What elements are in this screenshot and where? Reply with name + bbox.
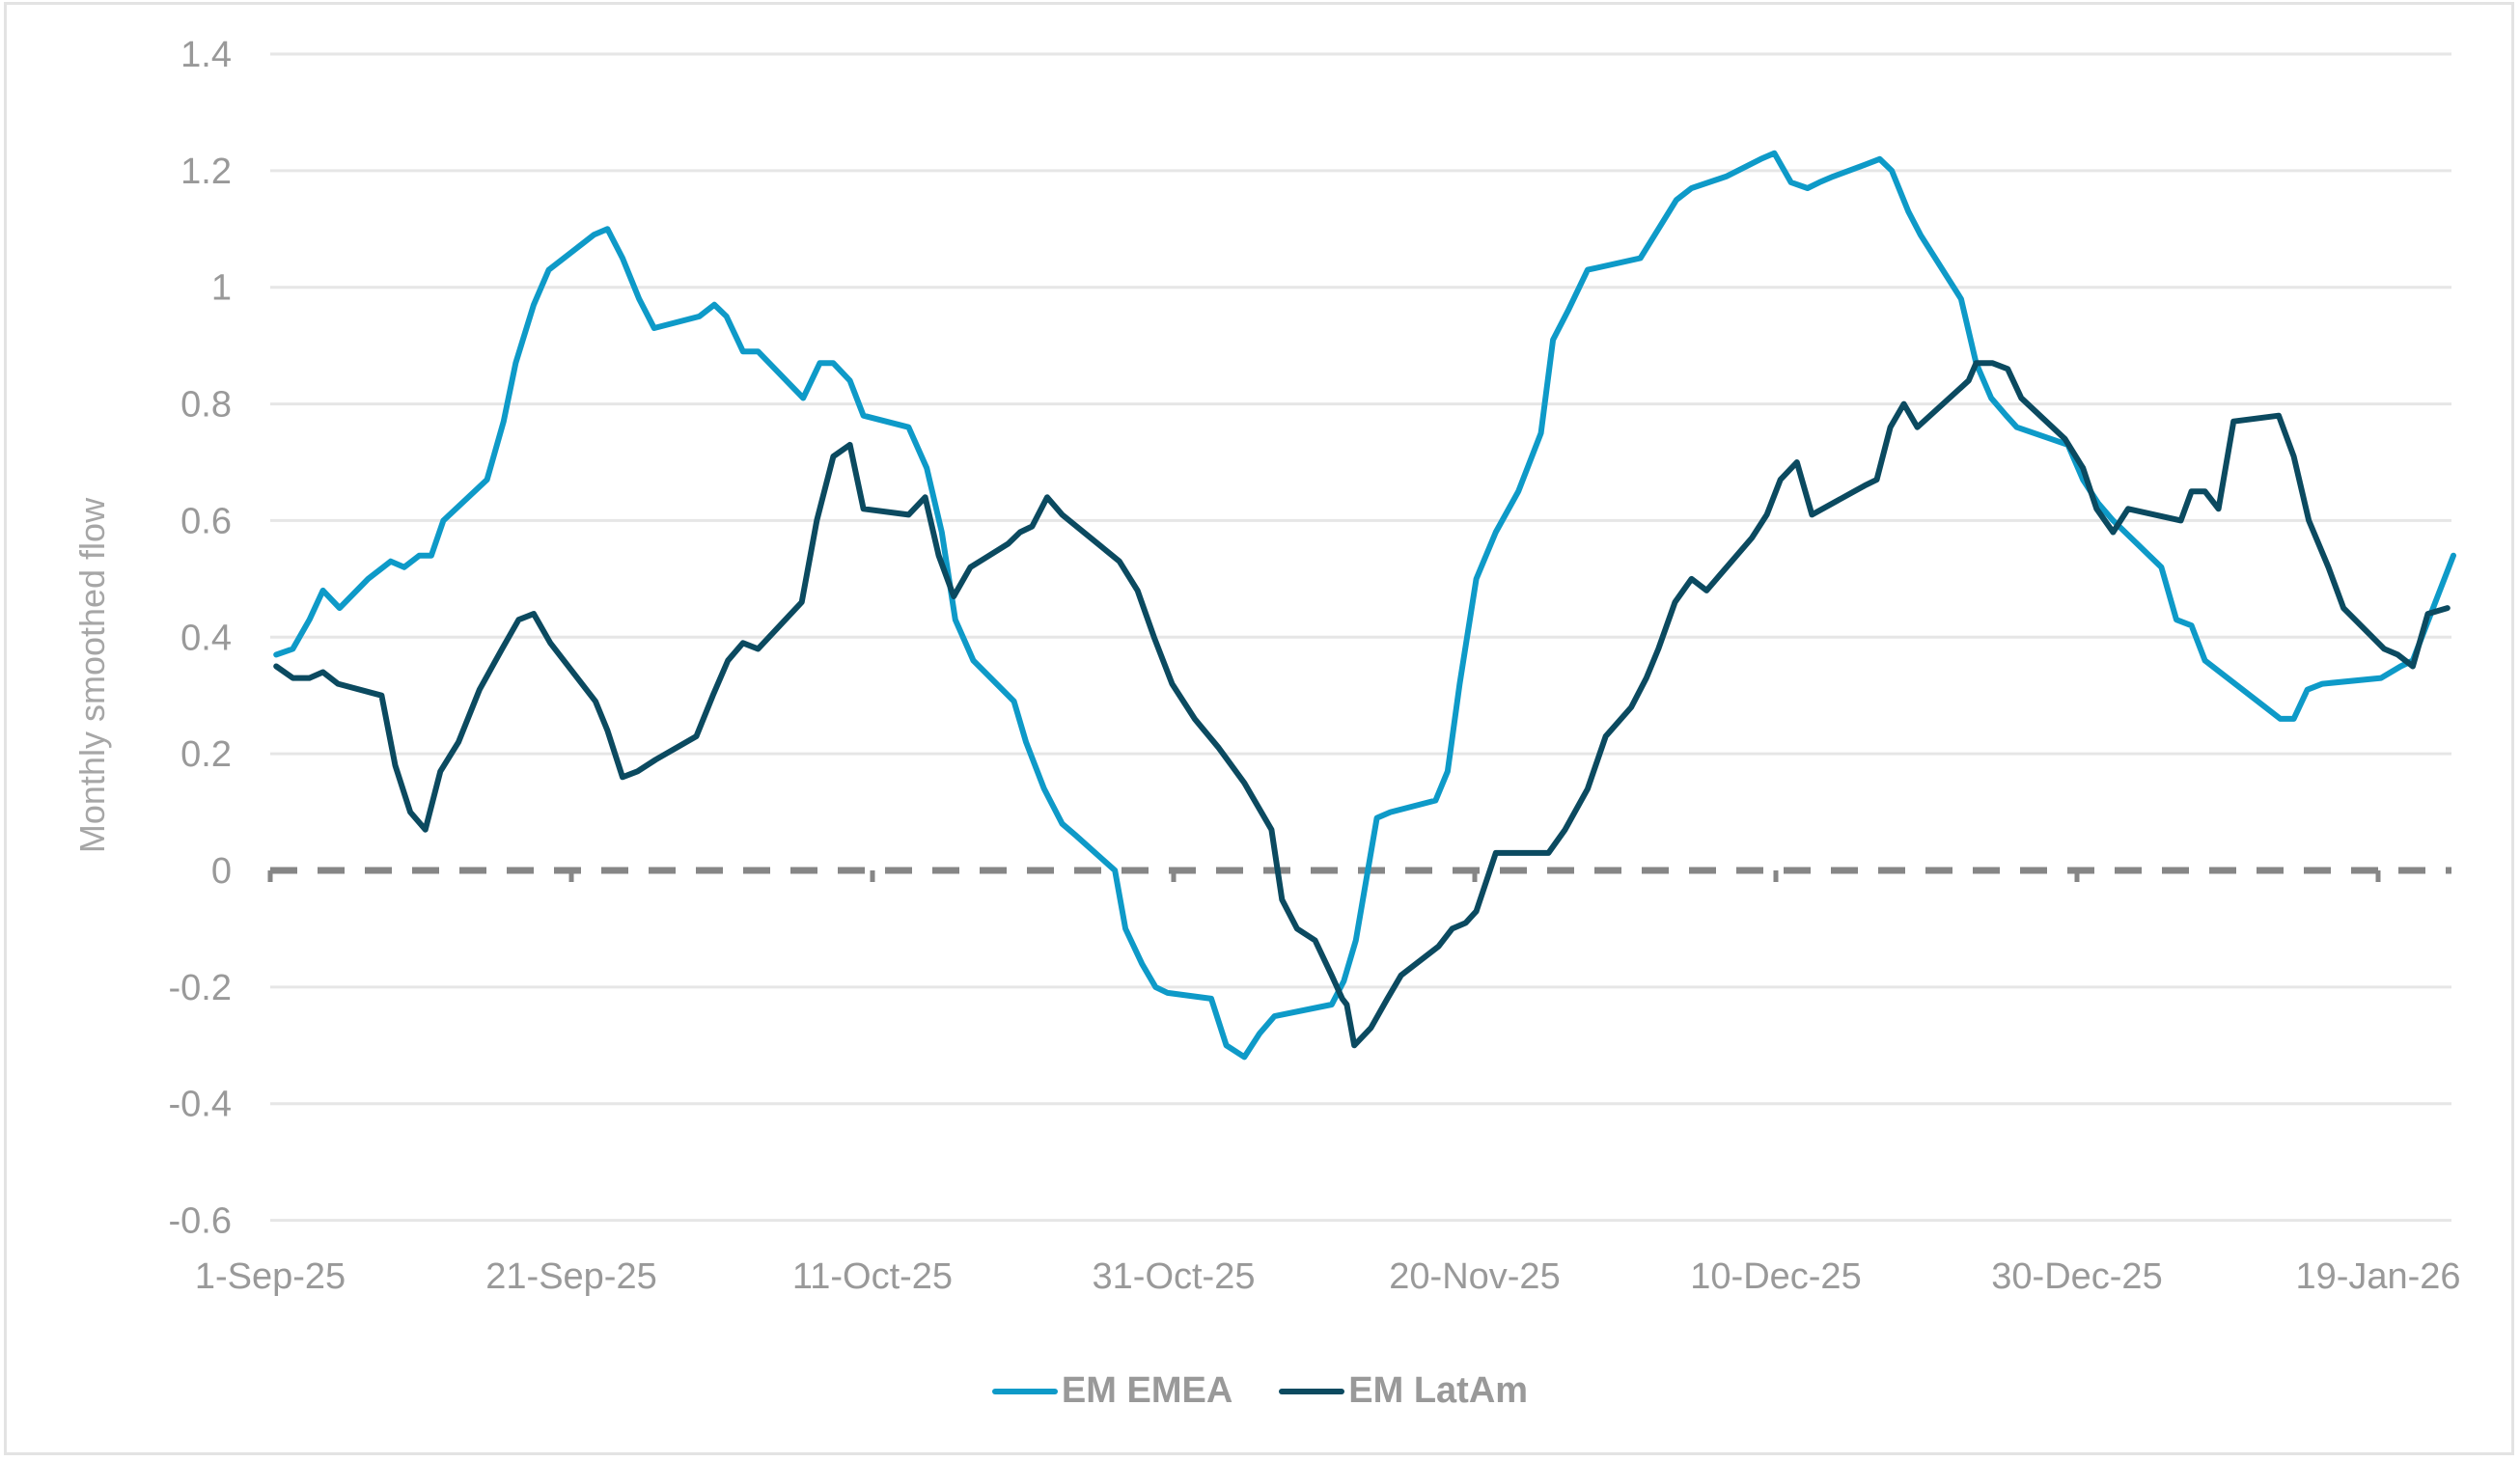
- legend-swatch-latam: [1279, 1388, 1345, 1394]
- legend-swatch-emea: [991, 1388, 1058, 1394]
- x-tick-label: 19-Jan-26: [2295, 1256, 2460, 1297]
- gridlines: [270, 52, 2451, 1223]
- x-tick-label: 1-Sep-25: [195, 1256, 346, 1297]
- legend-item-em-latam[interactable]: EM LatAm: [1279, 1370, 1528, 1412]
- x-tick-label: 10-Dec-25: [1690, 1256, 1861, 1297]
- series-line-em-latam: [273, 360, 2451, 1049]
- series-line-em-emea: [273, 150, 2456, 1061]
- legend-label: EM EMEA: [1061, 1370, 1233, 1411]
- y-tick-label: 1: [211, 268, 232, 309]
- x-tick-label: 30-Dec-25: [1991, 1256, 2162, 1297]
- x-tick-label: 21-Sep-25: [485, 1256, 656, 1297]
- x-axis-ticks: 1-Sep-25 21-Sep-25 11-Oct-25 31-Oct-25 20-No…: [195, 870, 2461, 1297]
- legend: EM EMEA EM LatAm: [0, 1370, 2520, 1412]
- y-tick-label: 0.8: [180, 385, 232, 426]
- legend-label: EM LatAm: [1348, 1370, 1529, 1411]
- y-axis-title: Monthly smoothed flow: [72, 497, 112, 853]
- y-axis-ticks: 1.4 1.2 1 0.8 0.6 0.4 0.2 0 -0.2 -0.4 -0.6: [169, 35, 232, 1242]
- y-tick-label: 0: [211, 851, 232, 892]
- y-tick-label: 0.2: [180, 734, 232, 775]
- x-tick-label: 11-Oct-25: [792, 1256, 953, 1297]
- series-lines: [273, 150, 2456, 1061]
- y-tick-label: -0.6: [169, 1201, 232, 1242]
- x-tick-label: 31-Oct-25: [1093, 1256, 1256, 1297]
- y-tick-label: -0.4: [169, 1085, 232, 1125]
- x-tick-label: 20-Nov-25: [1389, 1256, 1560, 1297]
- y-tick-label: -0.2: [169, 968, 232, 1008]
- chart-frame: [4, 2, 2514, 1455]
- y-tick-label: 0.6: [180, 501, 232, 541]
- y-tick-label: 0.4: [180, 618, 232, 658]
- y-tick-label: 1.4: [180, 35, 232, 75]
- legend-item-em-emea[interactable]: EM EMEA: [991, 1370, 1233, 1412]
- y-tick-label: 1.2: [180, 152, 232, 192]
